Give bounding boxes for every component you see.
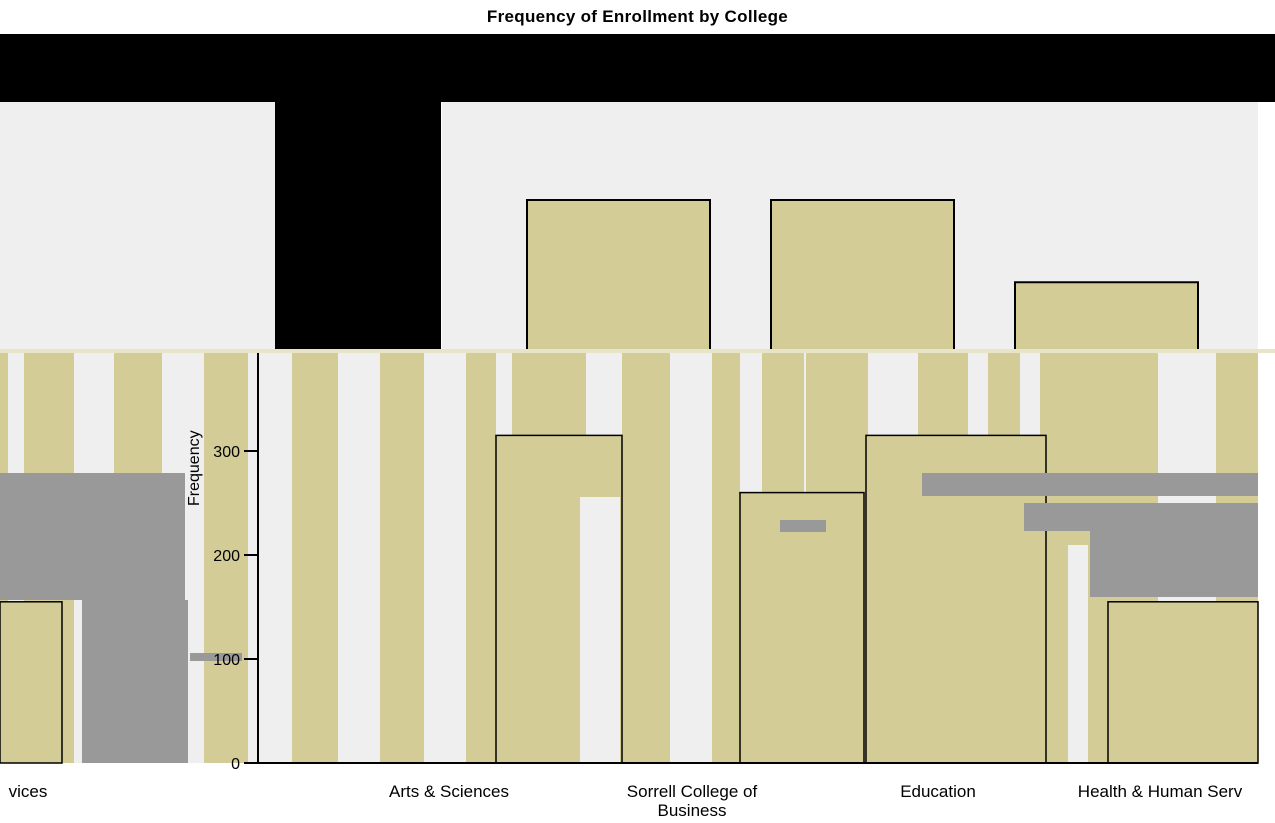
y-tick-label: 100: [213, 652, 240, 669]
overlay-block: [780, 520, 826, 532]
x-tick-label: Arts & Sciences: [389, 782, 509, 801]
upper-y-tick-label: 300: [401, 122, 425, 138]
bar-strip: [622, 353, 670, 763]
x-tick-label: Education: [900, 782, 976, 801]
x-tick-label-line: Arts & Sciences: [389, 782, 509, 801]
light-strip: [672, 497, 708, 763]
bar-strip: [466, 353, 496, 763]
light-strip: [1068, 545, 1088, 763]
upper-bar: [526, 199, 711, 353]
upper-bar: [1014, 281, 1199, 353]
x-tick-label-line: Sorrell College of: [627, 782, 758, 801]
overlay-block: [0, 473, 185, 600]
x-tick-label: vices: [9, 782, 48, 801]
bar: [739, 491, 865, 764]
bar-strip: [712, 353, 740, 763]
x-tick-label: Sorrell College of Business: [627, 782, 758, 820]
bar-strip: [292, 353, 338, 763]
x-tick-label-line: Business: [658, 801, 727, 820]
upper-axis-band: [275, 102, 440, 352]
x-tick-label-line: Education: [900, 782, 976, 801]
y-axis-label: Frequency: [186, 430, 203, 506]
y-tick-label: 300: [213, 444, 240, 461]
overlay-block: [1024, 503, 1258, 531]
tear-line: [0, 349, 1275, 353]
y-tick-label: 200: [213, 548, 240, 565]
y-tick-label: 0: [231, 756, 240, 773]
overlay-block: [82, 600, 188, 763]
x-tick-label: Health & Human Serv: [1078, 782, 1243, 801]
bar-strip: [204, 353, 248, 763]
bar: [1107, 601, 1259, 764]
upper-left-panel: [0, 102, 275, 352]
gray-overlay-blocks: [0, 473, 1258, 763]
overlay-block: [190, 653, 242, 661]
chart-title: Frequency of Enrollment by College: [486, 7, 789, 26]
upper-bar: [770, 199, 955, 353]
upper-chart-ghost: 100 200 300: [0, 102, 1275, 353]
x-tick-labels: vices Arts & Sciences Sorrell College of Bu…: [9, 782, 1243, 820]
bar-strip: [380, 353, 424, 763]
title-band: [0, 34, 1275, 102]
bar: [0, 601, 63, 764]
y-axis: 0 100 200 300: [213, 353, 1258, 773]
overlay-block: [922, 473, 1258, 496]
upper-y-tick-label: 100: [401, 332, 425, 348]
light-strip: [580, 497, 620, 763]
x-tick-label-line: vices: [9, 782, 48, 801]
upper-y-tick-label: 200: [401, 227, 425, 243]
overlay-block: [1090, 531, 1258, 597]
x-tick-label-line: Health & Human Serv: [1078, 782, 1243, 801]
